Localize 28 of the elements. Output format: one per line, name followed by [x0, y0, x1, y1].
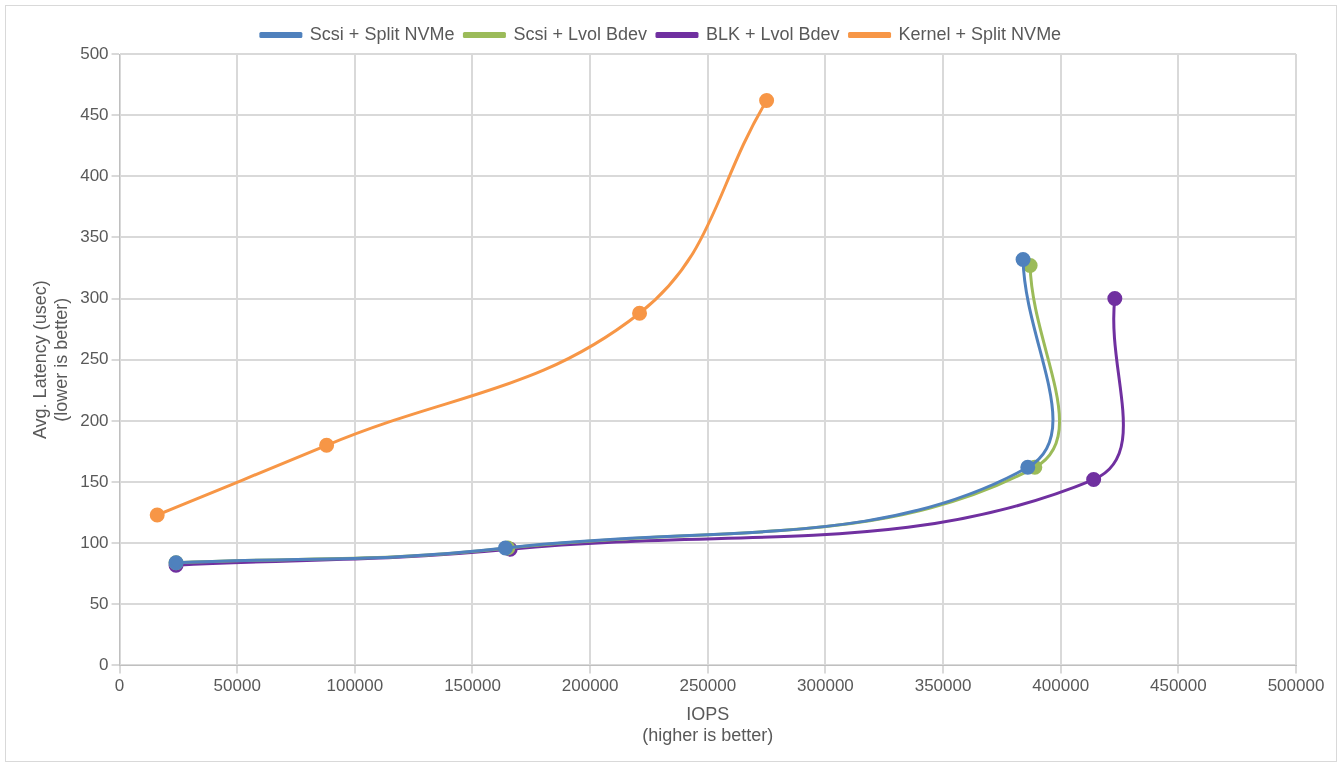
- y-tick-label: 350: [80, 227, 109, 247]
- x-axis-title: IOPS (higher is better): [642, 703, 774, 746]
- x-tick-label: 400000: [1032, 676, 1090, 696]
- legend-label: Scsi + Lvol Bdev: [513, 23, 647, 44]
- y-tick-label: 100: [80, 532, 109, 552]
- x-tick-label: 500000: [1267, 676, 1325, 696]
- x-tick-label: 150000: [444, 676, 501, 696]
- x-tick-label: 450000: [1149, 676, 1207, 696]
- y-tick-label: 500: [80, 43, 109, 63]
- y-axis-title: Avg. Latency (usec) (lower is better): [29, 280, 72, 440]
- x-tick-label: 100000: [326, 676, 384, 696]
- x-tick-label: 250000: [679, 676, 737, 696]
- y-tick-label: 250: [80, 349, 109, 369]
- y-tick-label: 300: [80, 288, 109, 308]
- legend-label: Kernel + Split NVMe: [898, 23, 1062, 44]
- y-tick-label: 400: [80, 165, 109, 185]
- x-tick-label: 0: [114, 676, 125, 696]
- y-tick-label: 50: [89, 593, 109, 613]
- x-tick-label: 200000: [561, 676, 619, 696]
- x-tick-label: 350000: [914, 676, 972, 696]
- y-tick-label: 200: [80, 410, 109, 430]
- legend-label: Scsi + Split NVMe: [309, 23, 455, 44]
- y-tick-label: 450: [80, 104, 109, 124]
- y-tick-label: 0: [99, 655, 109, 675]
- legend-label: BLK + Lvol Bdev: [705, 23, 840, 44]
- x-tick-label: 300000: [797, 676, 854, 696]
- x-tick-label: 50000: [213, 676, 261, 696]
- y-tick-label: 150: [80, 471, 109, 491]
